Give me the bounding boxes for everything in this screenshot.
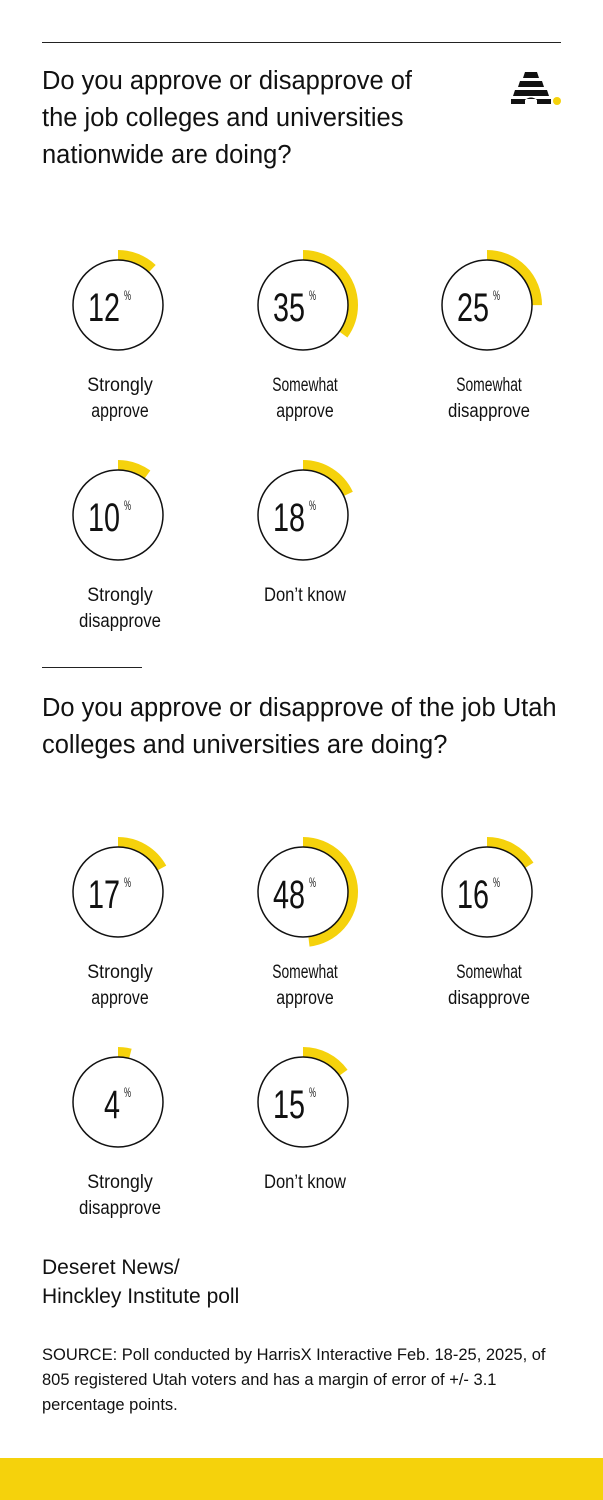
radial-item: 35 % Somewhat approve <box>248 250 358 422</box>
category-label: approve <box>276 401 333 422</box>
ring-outline <box>441 259 533 351</box>
category-label: disapprove <box>79 1198 161 1219</box>
category-label: Strongly <box>87 585 153 606</box>
category-label: approve <box>91 988 148 1009</box>
value-arc <box>248 460 358 570</box>
category-label: Don’t know <box>264 1172 346 1193</box>
category-label: Somewhat <box>272 962 338 983</box>
percent-sign: % <box>309 874 316 890</box>
category-label: Strongly <box>87 1172 153 1193</box>
percent-sign: % <box>124 1084 131 1100</box>
beehive-icon <box>511 72 561 105</box>
value-arc <box>63 1047 173 1157</box>
category-label: approve <box>276 988 333 1009</box>
top-divider <box>42 42 561 43</box>
value-label: 48 <box>273 873 305 917</box>
value-label: 4 <box>104 1083 120 1127</box>
value-arc <box>248 250 358 360</box>
source-note: SOURCE: Poll conducted by HarrisX Intera… <box>42 1346 546 1414</box>
percent-sign: % <box>124 874 131 890</box>
value-arc <box>248 837 358 947</box>
value-arc <box>63 250 173 360</box>
radial-item: 4 % Strongly disapprove <box>63 1047 173 1219</box>
percent-sign: % <box>309 287 316 303</box>
category-label: Somewhat <box>456 962 522 983</box>
category-label: disapprove <box>79 611 161 632</box>
ring-outline <box>72 1056 164 1148</box>
value-label: 25 <box>457 286 489 330</box>
value-arc <box>63 460 173 570</box>
chart-nationwide: 12 % Strongly approve 35 % Somewhat approve 25 % S… <box>63 250 542 632</box>
value-label: 12 <box>88 286 120 330</box>
category-label: Somewhat <box>456 375 522 396</box>
radial-item: 18 % Don’t know <box>248 460 358 606</box>
value-arc <box>432 250 542 360</box>
ring-outline <box>72 469 164 561</box>
value-label: 16 <box>457 873 489 917</box>
category-label: Strongly <box>87 375 153 396</box>
radial-item: 15 % Don’t know <box>248 1047 358 1193</box>
value-arc <box>248 1047 358 1157</box>
ring-outline <box>257 469 349 561</box>
ring-outline <box>257 259 349 351</box>
radial-item: 17 % Strongly approve <box>63 837 173 1009</box>
value-arc <box>63 837 173 947</box>
percent-sign: % <box>493 287 500 303</box>
radial-item: 25 % Somewhat disapprove <box>432 250 542 422</box>
ring-outline <box>257 1056 349 1148</box>
category-label: approve <box>91 401 148 422</box>
value-label: 10 <box>88 496 120 540</box>
percent-sign: % <box>493 874 500 890</box>
radial-item: 16 % Somewhat disapprove <box>432 837 542 1009</box>
radial-item: 48 % Somewhat approve <box>248 837 358 1009</box>
category-label: Don’t know <box>264 585 346 606</box>
radial-item: 10 % Strongly disapprove <box>63 460 173 632</box>
bottom-accent-bar <box>0 1458 603 1500</box>
category-label: Strongly <box>87 962 153 983</box>
value-label: 35 <box>273 286 305 330</box>
section-divider <box>42 667 142 668</box>
question-utah: Do you approve or disapprove of the job … <box>42 694 557 759</box>
brand-credit: Deseret News/ Hinckley Institute poll <box>42 1256 240 1308</box>
value-label: 15 <box>273 1083 305 1127</box>
question-nationwide: Do you approve or disapprove of the job … <box>42 67 412 169</box>
category-label: Somewhat <box>272 375 338 396</box>
percent-sign: % <box>309 1084 316 1100</box>
percent-sign: % <box>309 497 316 513</box>
chart-utah: 17 % Strongly approve 48 % Somewhat approve 16 % S… <box>63 837 542 1219</box>
value-label: 18 <box>273 496 305 540</box>
category-label: disapprove <box>448 988 530 1009</box>
radial-item: 12 % Strongly approve <box>63 250 173 422</box>
ring-outline <box>72 259 164 351</box>
ring-outline <box>72 846 164 938</box>
ring-outline <box>257 846 349 938</box>
category-label: disapprove <box>448 401 530 422</box>
value-label: 17 <box>88 873 120 917</box>
value-arc <box>432 837 542 947</box>
percent-sign: % <box>124 497 131 513</box>
ring-outline <box>441 846 533 938</box>
percent-sign: % <box>124 287 131 303</box>
